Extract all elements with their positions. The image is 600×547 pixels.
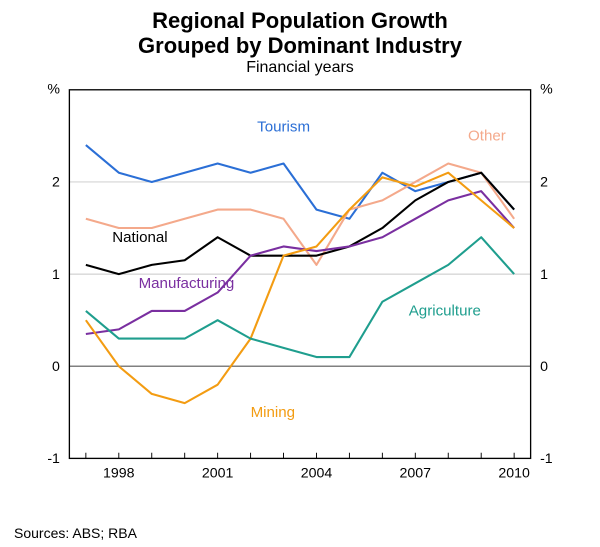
- line-chart: Tourism Other National Manufacturing Mining A…: [0, 0, 600, 517]
- y-tick-right: -1: [540, 451, 553, 467]
- x-tick: 2004: [301, 465, 333, 481]
- x-tick: 2001: [202, 465, 234, 481]
- y-unit-left: %: [47, 82, 60, 98]
- y-unit-right: %: [540, 82, 553, 98]
- series-label-manufacturing: Manufacturing: [139, 275, 235, 292]
- series-label-mining: Mining: [251, 404, 296, 421]
- y-tick-left: 2: [52, 175, 60, 191]
- x-tick: 2010: [498, 465, 530, 481]
- y-tick-right: 1: [540, 267, 548, 283]
- series-label-tourism: Tourism: [257, 118, 310, 135]
- y-tick-right: 0: [540, 359, 548, 375]
- series-label-agriculture: Agriculture: [409, 303, 481, 320]
- chart-container: Regional Population Growth Grouped by Do…: [0, 0, 600, 547]
- x-tick: 2007: [400, 465, 432, 481]
- x-tick: 1998: [103, 465, 135, 481]
- y-tick-left: 1: [52, 267, 60, 283]
- y-tick-left: 0: [52, 359, 60, 375]
- y-tick-right: 2: [540, 175, 548, 191]
- y-tick-left: -1: [47, 451, 60, 467]
- series-label-national: National: [112, 229, 167, 246]
- sources-text: Sources: ABS; RBA: [14, 525, 137, 541]
- series-label-other: Other: [468, 127, 506, 144]
